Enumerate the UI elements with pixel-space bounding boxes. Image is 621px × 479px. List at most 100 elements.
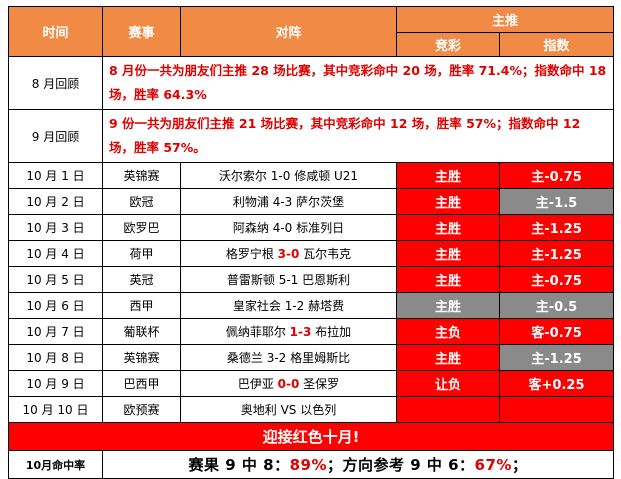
header-index: 指数 (498, 32, 615, 57)
header-match: 对阵 (180, 6, 397, 57)
jingcai-pick: 主胜 (396, 266, 500, 293)
index-pick: 客+0.25 (498, 370, 615, 397)
match-row: 10 月 7 日葡联杯 佩纳菲耶尔 1-3 布拉加 主负 客-0.75 (8, 318, 615, 345)
jingcai-pick: 主胜 (396, 292, 500, 319)
home-team: 利物浦 (232, 195, 269, 209)
match-date: 10 月 3 日 (8, 214, 103, 241)
header-jingcai: 竞彩 (396, 32, 500, 57)
match-row: 10 月 3 日欧罗巴 阿森纳 4-0 标准列日 主胜 主-1.25 (8, 214, 615, 241)
match-date: 10 月 6 日 (8, 292, 103, 319)
away-team: 格里姆斯比 (290, 351, 351, 365)
away-team: 瓦尔韦克 (303, 247, 352, 261)
index-pick: 主-1.5 (498, 188, 615, 215)
match-score: 1-2 (284, 299, 305, 313)
home-team: 阿森纳 (232, 221, 269, 235)
jingcai-pick: 主胜 (396, 240, 500, 267)
match-event: 英锦赛 (102, 344, 181, 371)
match-fixture: 巴伊亚 0-0 圣保罗 (180, 370, 397, 397)
away-team: 标准列日 (296, 221, 345, 235)
summary-direction-rate: 67% (474, 456, 512, 474)
summary-text: 赛果 9 中 8：89%；方向参考 9 中 6：67%； (101, 450, 615, 479)
summary-part2: ；方向参考 9 中 6： (327, 456, 475, 474)
header-main-pick: 主推 (395, 6, 615, 33)
summary-row: 10月命中率 赛果 9 中 8：89%；方向参考 9 中 6：67%； (8, 450, 615, 479)
match-event: 英锦赛 (102, 162, 181, 189)
header-event: 赛事 (102, 6, 181, 57)
match-row: 10 月 2 日欧冠 利物浦 4-3 萨尔茨堡 主胜 主-1.5 (8, 188, 615, 215)
match-date: 10 月 8 日 (8, 344, 103, 371)
match-score: VS (280, 403, 297, 417)
home-team: 沃尔索尔 (218, 169, 267, 183)
home-team: 格罗宁根 (225, 247, 274, 261)
index-pick: 客-0.75 (498, 318, 615, 345)
away-team: 以色列 (300, 403, 337, 417)
match-score: 3-0 (277, 247, 300, 261)
match-event: 荷甲 (102, 240, 181, 267)
review-text: 9 份一共为朋友们主推 21 场比赛，其中竞彩命中 12 场，胜率 57%；指数… (101, 109, 615, 163)
picks-table: 时间 赛事 对阵 主推 竞彩 指数 8 月回顾 8 月份一共为朋友们主推 28 … (7, 6, 615, 479)
index-pick: 主-0.75 (498, 162, 615, 189)
index-pick: 主-1.25 (498, 214, 615, 241)
home-team: 巴伊亚 (237, 377, 274, 391)
review-label: 8 月回顾 (8, 56, 103, 110)
match-date: 10 月 7 日 (8, 318, 103, 345)
match-fixture: 普雷斯顿 5-1 巴恩斯利 (180, 266, 397, 293)
match-row: 10 月 10 日欧预赛 奥地利 VS 以色列 (8, 396, 615, 423)
match-date: 10 月 1 日 (8, 162, 103, 189)
index-pick: 主-1.25 (498, 344, 615, 371)
banner-text: 迎接红色十月! (7, 422, 615, 451)
match-score: 1-0 (270, 169, 291, 183)
home-team: 桑德兰 (226, 351, 263, 365)
match-score: 4-0 (272, 221, 293, 235)
match-score: 5-1 (278, 273, 299, 287)
summary-result-rate: 89% (289, 456, 327, 474)
match-score: 4-3 (272, 195, 293, 209)
match-score: 3-2 (266, 351, 287, 365)
summary-part3: ； (511, 456, 528, 474)
match-fixture: 阿森纳 4-0 标准列日 (180, 214, 397, 241)
match-event: 欧预赛 (102, 396, 181, 423)
jingcai-pick: 让负 (396, 370, 500, 397)
index-pick: 主-0.5 (498, 292, 615, 319)
jingcai-pick: 主胜 (396, 188, 500, 215)
match-date: 10 月 4 日 (8, 240, 103, 267)
match-row: 10 月 5 日英冠 普雷斯顿 5-1 巴恩斯利 主胜 主-0.75 (8, 266, 615, 293)
away-team: 修咸顿 U21 (294, 169, 359, 183)
match-event: 欧冠 (102, 188, 181, 215)
jingcai-pick: 主负 (396, 318, 500, 345)
banner-row: 迎接红色十月! (7, 422, 615, 451)
match-score: 1-3 (289, 325, 312, 339)
match-event: 西甲 (102, 292, 181, 319)
match-row: 10 月 1 日英锦赛 沃尔索尔 1-0 修咸顿 U21 主胜 主-0.75 (8, 162, 615, 189)
match-fixture: 沃尔索尔 1-0 修咸顿 U21 (180, 162, 397, 189)
match-event: 葡联杯 (102, 318, 181, 345)
review-text: 8 月份一共为朋友们主推 28 场比赛，其中竞彩命中 20 场，胜率 71.4%… (101, 56, 615, 110)
index-pick: 主-0.75 (498, 266, 615, 293)
away-team: 巴恩斯利 (302, 273, 351, 287)
home-team: 佩纳菲耶尔 (225, 325, 286, 339)
match-row: 10 月 8 日英锦赛 桑德兰 3-2 格里姆斯比 主胜 主-1.25 (8, 344, 615, 371)
home-team: 普雷斯顿 (226, 273, 275, 287)
match-fixture: 格罗宁根 3-0 瓦尔韦克 (180, 240, 397, 267)
match-row: 10 月 4 日荷甲 格罗宁根 3-0 瓦尔韦克 主胜 主-1.25 (8, 240, 615, 267)
away-team: 赫塔费 (308, 299, 345, 313)
review-row-september: 9 月回顾 9 份一共为朋友们主推 21 场比赛，其中竞彩命中 12 场，胜率 … (8, 109, 615, 163)
header-time: 时间 (8, 6, 103, 57)
match-date: 10 月 9 日 (8, 370, 103, 397)
match-fixture: 皇家社会 1-2 赫塔费 (180, 292, 397, 319)
home-team: 皇家社会 (232, 299, 281, 313)
match-fixture: 佩纳菲耶尔 1-3 布拉加 (180, 318, 397, 345)
match-fixture: 桑德兰 3-2 格里姆斯比 (180, 344, 397, 371)
summary-part1: 赛果 9 中 8： (188, 456, 290, 474)
summary-label: 10月命中率 (8, 450, 103, 479)
index-pick (498, 396, 615, 423)
match-event: 欧罗巴 (102, 214, 181, 241)
monthly-picks-sheet: 时间 赛事 对阵 主推 竞彩 指数 8 月回顾 8 月份一共为朋友们主推 28 … (7, 6, 615, 479)
jingcai-pick: 主胜 (396, 162, 500, 189)
away-team: 布拉加 (315, 325, 352, 339)
match-event: 英冠 (102, 266, 181, 293)
match-event: 巴西甲 (102, 370, 181, 397)
home-team: 奥地利 (240, 403, 277, 417)
match-date: 10 月 10 日 (8, 396, 103, 423)
review-label: 9 月回顾 (8, 109, 103, 163)
